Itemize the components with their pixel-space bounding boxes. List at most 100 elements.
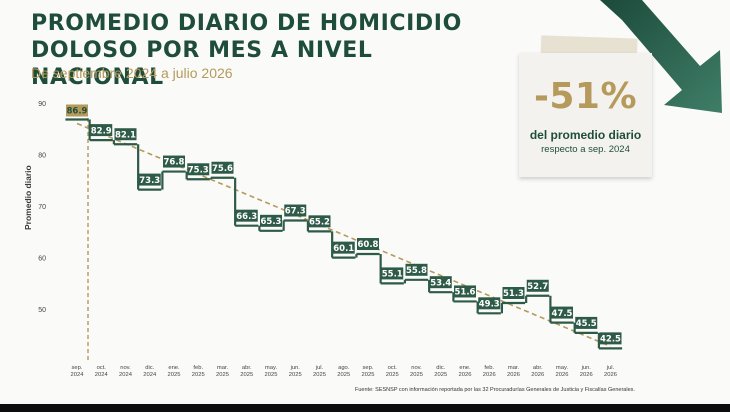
data-label: 75.3 [188,165,209,175]
data-label-box [284,204,307,217]
data-label-box [429,276,452,289]
x-tick-year: 2026 [580,372,593,378]
data-label-box [90,124,113,137]
y-tick-label: 50 [38,307,46,314]
x-tick-year: 2025 [434,372,447,378]
y-tick-label: 60 [38,256,46,263]
data-label-box [332,241,355,254]
x-tick-month: ene. [168,365,180,371]
x-tick-year: 2024 [71,372,85,378]
data-label-box [478,297,501,310]
x-tick-year: 2025 [265,372,278,378]
x-tick-month: may. [265,365,278,371]
data-label-box [211,161,234,174]
x-tick-month: nov. [120,365,131,371]
callout-line1: del promedio diario [529,128,642,142]
x-tick-month: jun. [290,365,301,371]
x-tick-year: 2025 [313,372,326,378]
data-label: 67.3 [285,207,306,217]
data-label: 65.3 [261,217,282,227]
page-title: PROMEDIO DIARIO DE HOMICIDIO DOLOSO POR … [31,11,462,90]
x-tick-year: 2025 [192,372,205,378]
x-tick-year: 2026 [604,372,617,378]
data-label: 52.7 [527,282,548,292]
x-tick-year: 2024 [119,372,133,378]
data-label: 73.3 [139,176,160,186]
data-label-box [163,155,185,168]
x-tick-year: 2025 [240,372,253,378]
x-tick-month: feb. [484,365,494,371]
x-tick-month: jul. [606,365,615,371]
y-tick-label: 90 [38,101,46,108]
data-label: 53.4 [430,278,451,288]
data-label: 47.5 [552,309,573,319]
data-label-box [381,267,404,280]
data-label-box [551,306,573,319]
source-note: Fuente: SESNSP con información reportada… [355,387,635,393]
x-tick-year: 2025 [386,372,399,378]
data-label-box [308,215,331,228]
callout-percent: -51% [533,76,638,117]
data-label: 75.6 [212,164,233,174]
x-tick-year: 2025 [410,372,423,378]
data-label-box [502,286,525,299]
x-tick-month: sep. [363,365,374,371]
x-tick-month: oct. [97,365,107,371]
data-label: 51.6 [455,288,476,298]
x-tick-year: 2025 [168,372,181,378]
x-tick-month: ago. [338,365,350,371]
data-label: 55.8 [406,266,427,276]
x-tick-month: mar. [508,365,520,371]
data-label: 86.9 [67,107,88,117]
x-tick-year: 2024 [143,372,157,378]
x-tick-year: 2024 [95,372,109,378]
x-tick-month: abr. [242,365,252,371]
data-label: 45.5 [576,319,597,329]
data-label: 51.3 [503,289,524,299]
data-label: 65.2 [309,218,330,228]
data-label: 66.3 [236,212,257,222]
data-label-box [405,263,428,276]
x-tick-year: 2026 [556,372,569,378]
data-label-box [454,285,476,298]
data-label: 55.1 [382,270,403,280]
data-label: 76.8 [164,158,185,168]
data-label: 49.3 [479,300,500,310]
x-tick-month: dic. [436,365,445,371]
y-tick-label: 80 [38,153,46,160]
data-label-box [599,332,622,345]
data-label: 82.9 [91,126,112,136]
x-tick-year: 2026 [507,372,520,378]
x-tick-month: abr. [533,365,543,371]
data-label-box [187,163,210,176]
x-tick-month: sep. [72,365,83,371]
data-label: 60.8 [358,240,379,250]
page-subtitle: De septiembre 2024 a julio 2026 [31,65,233,81]
data-label-box [575,316,598,329]
x-tick-month: jun. [581,365,592,371]
data-label-box [138,173,161,186]
data-label: 60.1 [333,244,354,254]
x-tick-month: ene. [459,365,471,371]
x-tick-year: 2026 [531,372,544,378]
downward-arrow-icon [600,0,722,113]
x-tick-month: oct. [388,365,398,371]
x-tick-year: 2025 [362,372,375,378]
data-label-box [260,214,282,227]
data-label: 82.1 [115,130,136,140]
data-label-box [235,209,258,222]
x-tick-year: 2025 [289,372,302,378]
callout-note: -51% del promedio diario respecto a sep.… [519,53,652,177]
x-tick-month: feb. [193,365,203,371]
x-tick-year: 2025 [337,372,350,378]
x-tick-month: may. [556,365,569,371]
data-label: 42.5 [600,335,621,345]
x-tick-month: mar. [217,365,229,371]
x-tick-month: nov. [411,365,422,371]
x-tick-year: 2026 [483,372,496,378]
trend-line [76,122,611,348]
y-tick-label: 70 [38,204,46,211]
callout-line2: respecto a sep. 2024 [541,144,630,155]
